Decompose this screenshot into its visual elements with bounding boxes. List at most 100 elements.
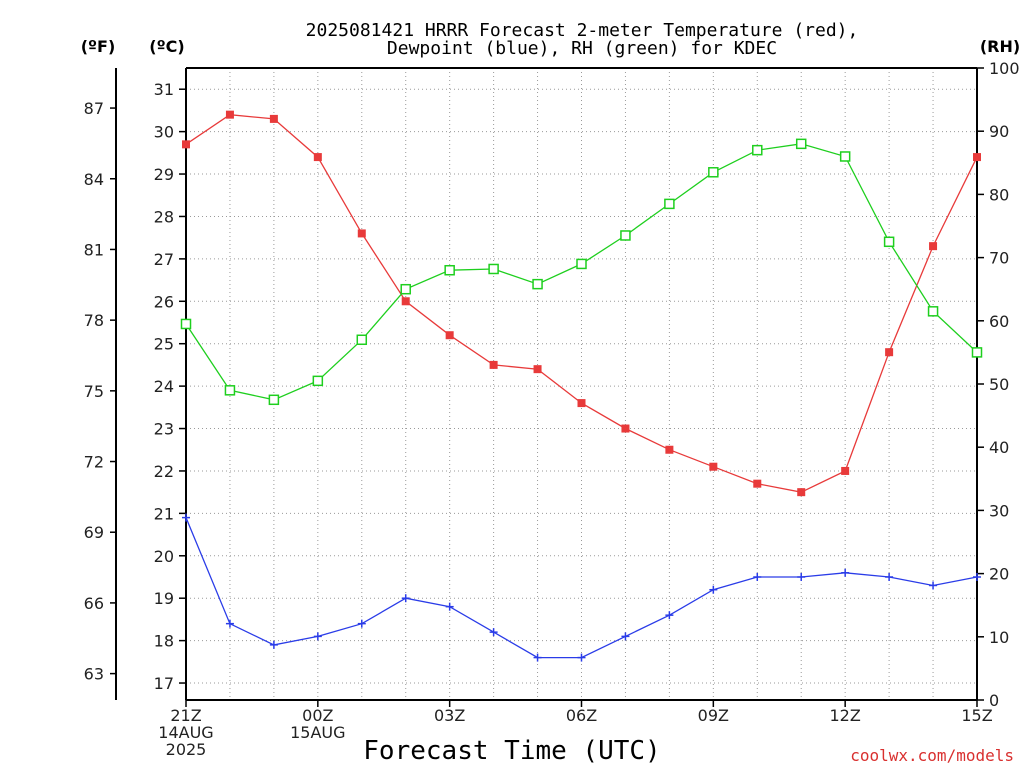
rh-point <box>883 236 895 248</box>
fahrenheit-axis-unit: (ºF) <box>81 37 116 56</box>
rh-tick-label: 0 <box>989 691 999 710</box>
dewpoint-point <box>313 632 322 641</box>
dewpoint-point <box>973 572 981 581</box>
dewpoint-point <box>577 653 586 662</box>
x-tick-label: 21Z <box>170 706 201 725</box>
fahrenheit-tick-label: 87 <box>84 99 104 118</box>
rh-tick-label: 30 <box>989 501 1009 520</box>
dewpoint-point <box>269 640 278 649</box>
x-tick-label: 09Z <box>698 706 729 725</box>
credit-text: coolwx.com/models <box>850 746 1014 765</box>
temperature-point <box>621 424 630 433</box>
rh-point <box>532 278 543 290</box>
rh-point <box>971 347 983 358</box>
celsius-tick-label: 24 <box>154 377 174 396</box>
celsius-axis-unit: (ºC) <box>149 37 184 56</box>
rh-tick-label: 100 <box>989 59 1020 78</box>
dewpoint-point <box>225 619 234 628</box>
temperature-point <box>533 365 542 374</box>
dewpoint-point <box>841 568 850 577</box>
temperature-point <box>973 153 981 162</box>
rh-point <box>839 151 851 162</box>
dewpoint-point <box>533 653 542 662</box>
rh-point <box>444 264 455 276</box>
x-tick-label: 06Z <box>566 706 597 725</box>
celsius-tick-label: 26 <box>154 292 174 311</box>
rh-point <box>312 375 324 387</box>
rh-point <box>620 230 631 241</box>
dewpoint-point <box>401 594 410 603</box>
celsius-tick-label: 25 <box>154 335 174 354</box>
rh-tick-label: 10 <box>989 628 1009 647</box>
rh-point <box>927 306 939 317</box>
temperature-point <box>313 153 322 162</box>
x-tick-label: 03Z <box>434 706 465 725</box>
rh-tick-label: 50 <box>989 375 1009 394</box>
celsius-tick-label: 20 <box>154 547 174 566</box>
x-tick-label: 00Z <box>302 706 333 725</box>
fahrenheit-tick-label: 63 <box>84 665 104 684</box>
rh-tick-label: 70 <box>989 249 1009 268</box>
celsius-tick-label: 28 <box>154 207 174 226</box>
temperature-point <box>753 479 762 488</box>
celsius-tick-label: 23 <box>154 420 174 439</box>
dewpoint-point <box>753 572 762 581</box>
temperature-point <box>929 242 938 251</box>
temperature-point <box>709 462 718 471</box>
temperature-point <box>357 229 366 238</box>
temperature-point <box>445 331 454 340</box>
dewpoint-point <box>797 572 806 581</box>
temperature-point <box>182 140 190 149</box>
temperature-point <box>841 466 850 475</box>
data-series <box>180 110 983 662</box>
celsius-tick-label: 29 <box>154 165 174 184</box>
dewpoint-point <box>665 611 674 620</box>
rh-tick-label: 40 <box>989 438 1009 457</box>
dewpoint-point <box>929 581 938 590</box>
temperature-point <box>577 399 586 408</box>
temperature-series-line <box>185 114 978 493</box>
celsius-tick-label: 18 <box>154 632 174 651</box>
tick-labels: 17 18 19 20 21 22 23 24 25 26 27 28 29 30 31 63 66 69 72 75… <box>84 59 1020 759</box>
celsius-tick-label: 21 <box>154 504 174 523</box>
celsius-tick-label: 31 <box>154 80 174 99</box>
rh-axis-unit: (RH) <box>980 37 1020 56</box>
temperature-point <box>269 114 278 123</box>
celsius-tick-label: 30 <box>154 123 174 142</box>
x-tick-label: 14AUG <box>158 723 213 742</box>
x-tick-label: 15AUG <box>290 723 345 742</box>
fahrenheit-tick-label: 84 <box>84 170 104 189</box>
rh-point <box>752 144 763 156</box>
rh-tick-label: 20 <box>989 565 1009 584</box>
dewpoint-point <box>445 602 454 611</box>
dewpoint-point <box>357 619 366 628</box>
rh-point <box>224 385 236 396</box>
rh-point <box>708 167 719 178</box>
rh-point <box>180 318 192 330</box>
rh-tick-label: 90 <box>989 122 1009 141</box>
temperature-point <box>225 110 234 119</box>
x-tick-label: 12Z <box>830 706 861 725</box>
fahrenheit-tick-label: 72 <box>84 453 104 472</box>
x-tick-label: 15Z <box>961 706 992 725</box>
rh-point <box>356 334 368 346</box>
temperature-point <box>489 360 498 369</box>
x-axis-label: Forecast Time (UTC) <box>363 736 660 766</box>
fahrenheit-tick-label: 69 <box>84 523 104 542</box>
fahrenheit-tick-label: 75 <box>84 382 104 401</box>
dewpoint-point <box>709 585 718 594</box>
dewpoint-point <box>621 632 630 641</box>
celsius-tick-label: 19 <box>154 589 174 608</box>
fahrenheit-tick-label: 66 <box>84 594 104 613</box>
temperature-point <box>665 445 674 454</box>
rh-point <box>488 263 499 275</box>
rh-point <box>576 258 587 270</box>
rh-point <box>664 198 675 210</box>
temperature-point <box>797 488 806 497</box>
rh-tick-label: 60 <box>989 312 1009 331</box>
celsius-tick-label: 27 <box>154 250 174 269</box>
fahrenheit-tick-label: 78 <box>84 311 104 330</box>
chart-title-line1: 2025081421 HRRR Forecast 2-meter Tempera… <box>306 20 859 41</box>
rh-point <box>268 394 280 406</box>
